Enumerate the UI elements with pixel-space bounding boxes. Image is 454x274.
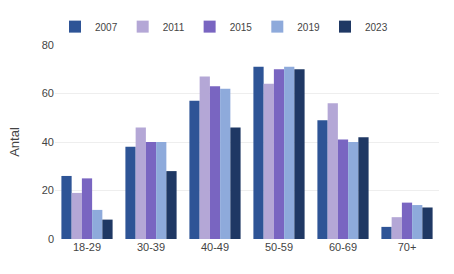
svg-text:20: 20 — [42, 184, 54, 196]
svg-text:Antal: Antal — [7, 127, 22, 157]
svg-text:18-29: 18-29 — [73, 241, 101, 253]
svg-text:2019: 2019 — [297, 22, 320, 33]
svg-text:2015: 2015 — [230, 22, 253, 33]
svg-text:80: 80 — [42, 39, 54, 51]
svg-text:0: 0 — [48, 233, 54, 245]
svg-text:40: 40 — [42, 136, 54, 148]
svg-text:30-39: 30-39 — [137, 241, 165, 253]
svg-text:2007: 2007 — [95, 22, 118, 33]
svg-text:40-49: 40-49 — [201, 241, 229, 253]
svg-text:50-59: 50-59 — [265, 241, 293, 253]
svg-text:60-69: 60-69 — [329, 241, 357, 253]
svg-text:70+: 70+ — [398, 241, 417, 253]
svg-text:60: 60 — [42, 87, 54, 99]
svg-text:2023: 2023 — [365, 22, 388, 33]
svg-text:2011: 2011 — [163, 22, 185, 33]
